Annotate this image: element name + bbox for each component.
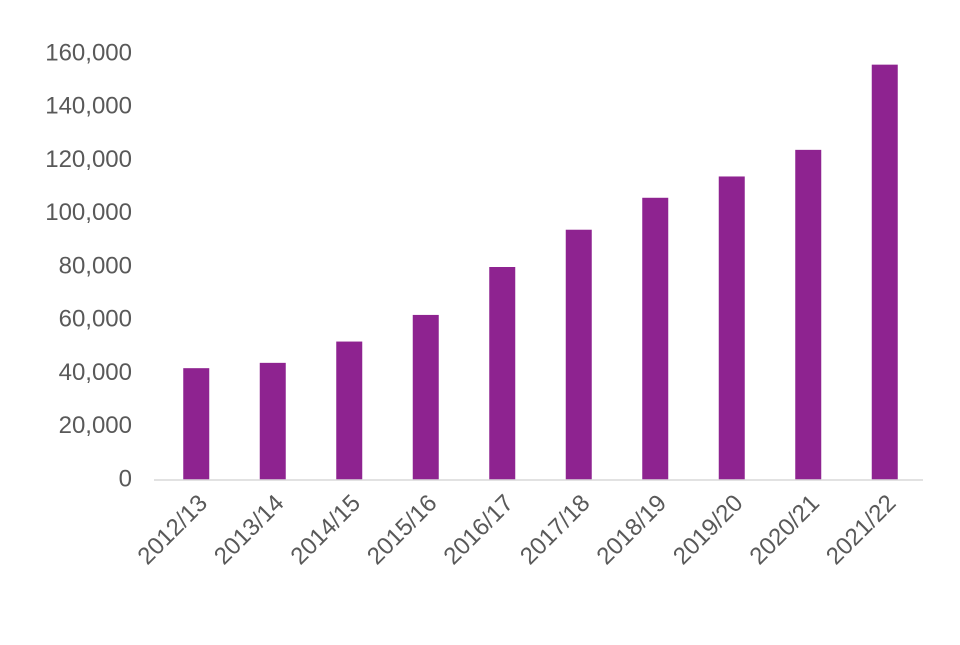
x-tick-label: 2017/18 [515,490,595,570]
bar [718,176,745,480]
y-tick-label: 0 [119,465,132,492]
y-tick-label: 20,000 [59,412,132,439]
bar [795,149,822,480]
y-tick-label: 80,000 [59,252,132,279]
bar [871,64,898,481]
x-tick-label: 2013/14 [209,490,289,570]
x-tick-label: 2021/22 [821,490,901,570]
y-tick-label: 60,000 [59,306,132,333]
x-tick-label: 2014/15 [286,490,366,570]
x-tick-label: 2019/20 [668,490,748,570]
y-tick-label: 120,000 [45,146,132,173]
bar [642,197,669,480]
x-tick-label: 2012/13 [133,490,213,570]
x-tick-label: 2015/16 [362,490,442,570]
y-tick-label: 140,000 [45,93,132,120]
bar [489,267,516,480]
x-tick-label: 2020/21 [745,490,825,570]
bar [412,314,439,480]
x-tick-label: 2016/17 [439,490,519,570]
x-tick-label: 2018/19 [592,490,672,570]
bar [259,362,286,480]
bar [336,341,363,480]
y-tick-label: 160,000 [45,39,132,66]
y-tick-label: 100,000 [45,199,132,226]
y-tick-label: 40,000 [59,359,132,386]
bar [565,229,592,480]
bar [183,368,210,480]
